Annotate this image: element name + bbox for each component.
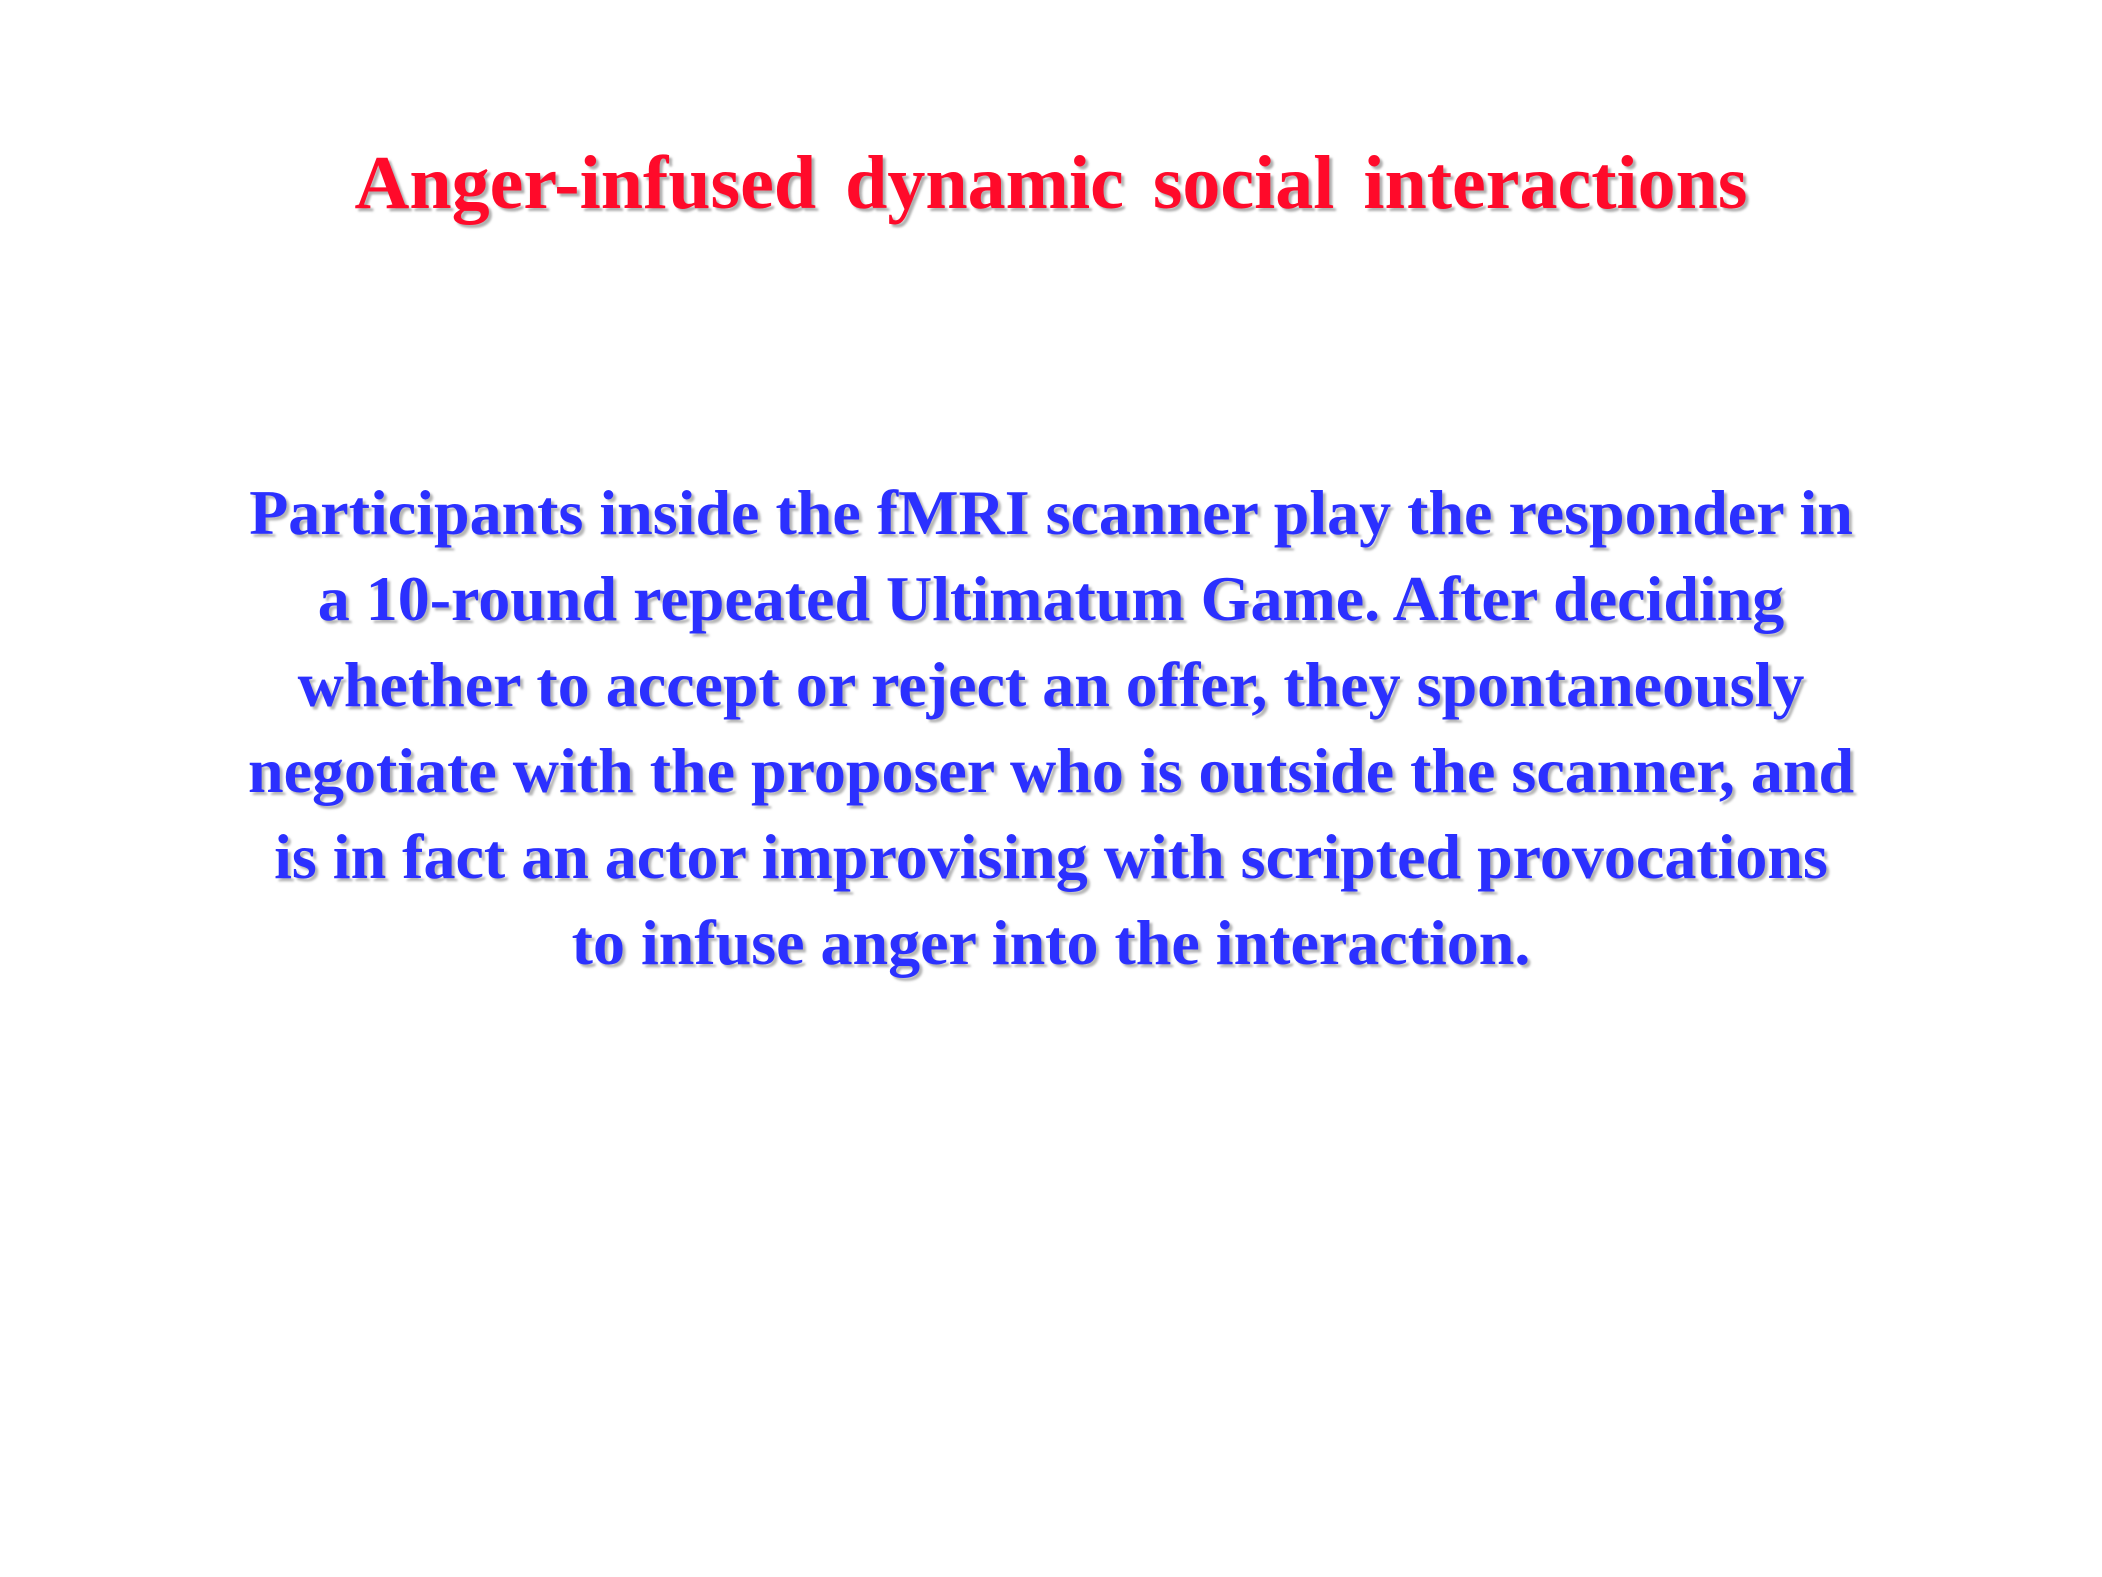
slide-title: Anger-infused dynamic social interaction… — [354, 141, 1748, 225]
slide-body-text: Participants inside the fMRI scanner pla… — [247, 477, 1855, 978]
